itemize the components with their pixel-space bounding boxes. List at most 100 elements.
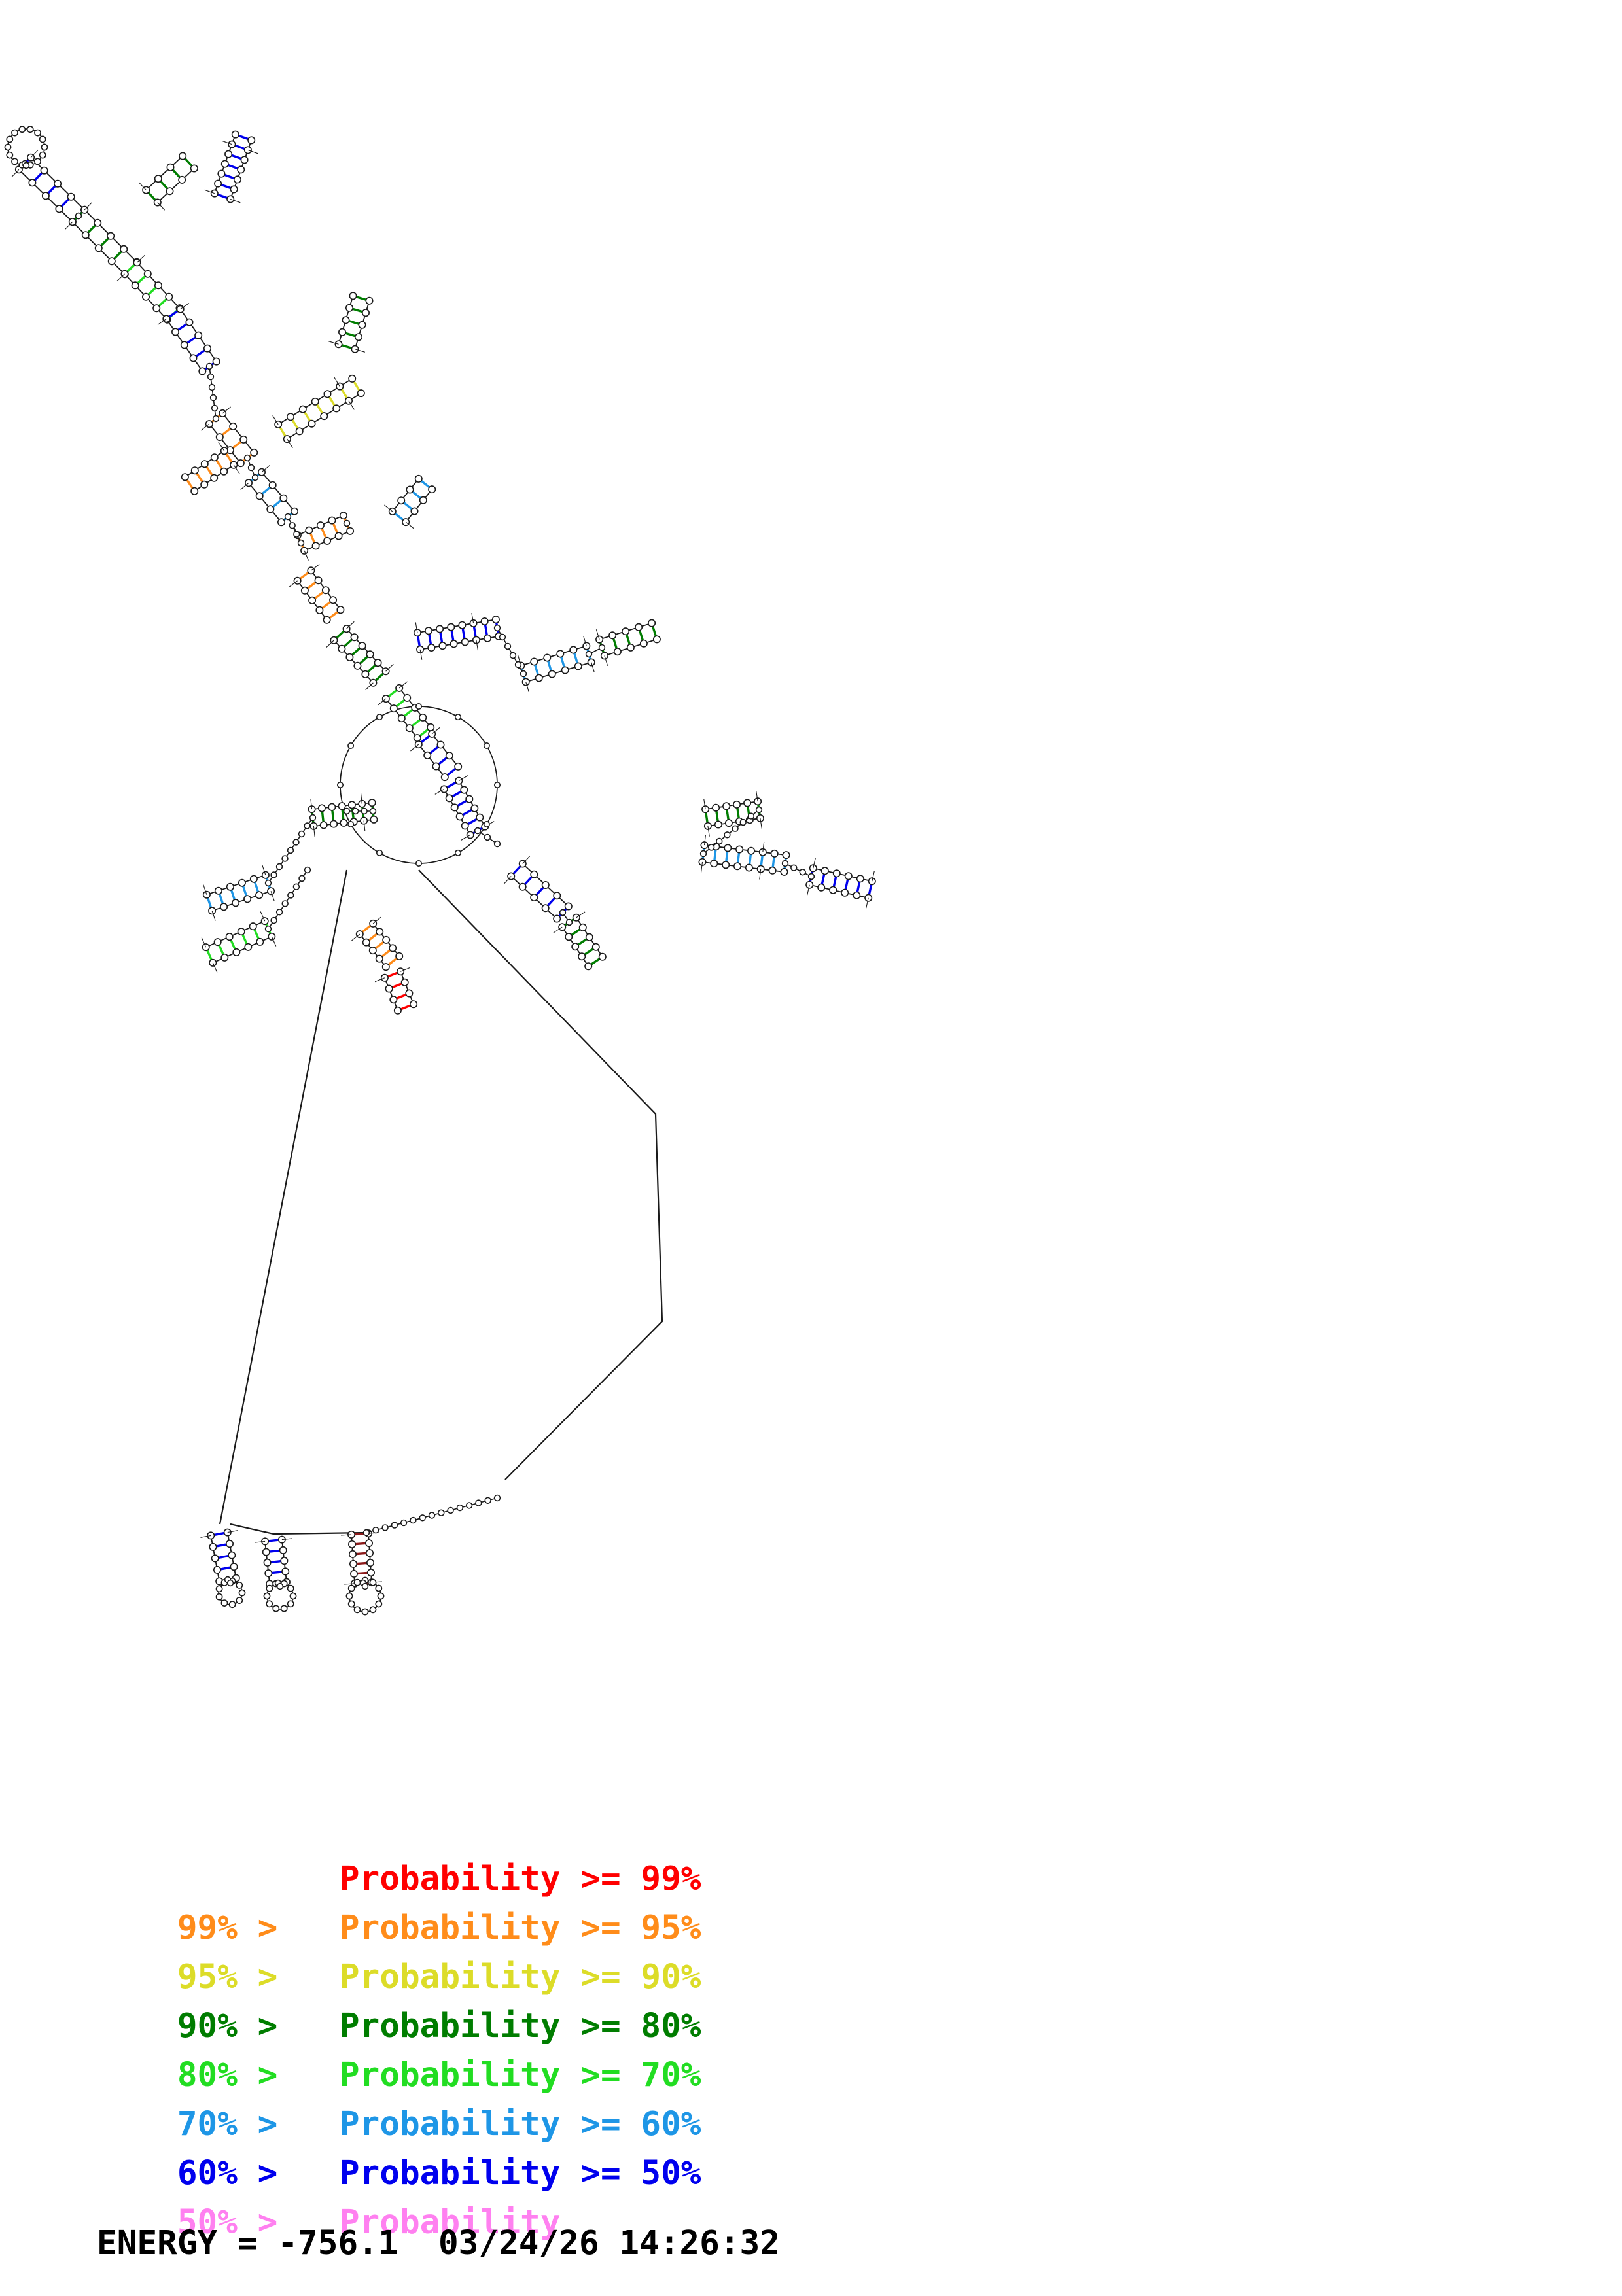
exterior-thread-left xyxy=(219,869,348,1525)
nucleotide-circle xyxy=(297,539,305,547)
nucleotide-circle xyxy=(230,185,238,194)
nucleotide-index-tick xyxy=(270,891,275,901)
nucleotide-circle xyxy=(361,309,370,317)
nucleotide-circle xyxy=(585,650,593,658)
nucleotide-circle xyxy=(300,546,309,555)
legend-body: Probability >= 95% xyxy=(339,1909,701,1947)
legend-body: Probability xyxy=(339,2203,561,2242)
nucleotide-index-tick xyxy=(211,911,216,921)
nucleotide-circle xyxy=(220,953,229,962)
nucleotide-index-tick xyxy=(204,189,215,194)
nucleotide-circle xyxy=(591,943,600,951)
nucleotide-circle xyxy=(354,333,362,341)
nucleotide-circle xyxy=(277,518,285,527)
nucleotide-circle xyxy=(455,812,464,821)
nucleotide-circle xyxy=(11,158,18,165)
nucleotide-circle xyxy=(339,512,347,520)
energy-and-timestamp: ENERGY = -756.1 03/24/26 14:26:32 xyxy=(97,2224,780,2263)
nucleotide-circle xyxy=(376,714,383,721)
nucleotide-circle xyxy=(397,496,406,505)
nucleotide-circle xyxy=(131,281,139,290)
nucleotide-circle xyxy=(735,845,744,854)
nucleotide-circle xyxy=(41,192,50,200)
nucleotide-circle xyxy=(440,773,449,782)
nucleotide-circle xyxy=(553,914,561,923)
nucleotide-circle xyxy=(350,633,359,642)
rna-structure-plot xyxy=(4,126,876,1616)
nucleotide-circle xyxy=(107,257,116,266)
legend-body: Probability >= 70% xyxy=(339,2056,701,2095)
nucleotide-circle xyxy=(247,136,256,145)
nucleotide-circle xyxy=(569,646,578,654)
nucleotide-index-tick xyxy=(703,835,707,846)
nucleotide-circle xyxy=(358,321,366,329)
nucleotide-index-tick xyxy=(328,341,339,345)
legend-body: Probability >= 90% xyxy=(339,1958,701,1996)
nucleotide-circle xyxy=(281,900,289,907)
nucleotide-circle xyxy=(281,855,289,862)
nucleotide-circle xyxy=(243,454,251,462)
nucleotide-circle xyxy=(270,871,277,878)
single-strand-link xyxy=(785,863,812,877)
nucleotide-circle xyxy=(391,1522,398,1529)
nucleotide-circle xyxy=(374,659,382,667)
nucleotide-circle xyxy=(530,657,538,666)
nucleotide-circle xyxy=(358,642,366,650)
nucleotide-index-tick xyxy=(525,682,529,692)
nucleotide-index-tick xyxy=(703,799,706,810)
nucleotide-circle xyxy=(300,586,309,595)
nucleotide-circle xyxy=(366,1559,374,1567)
nucleotide-circle xyxy=(438,642,447,650)
nucleotide-circle xyxy=(424,627,432,635)
nucleotide-index-tick xyxy=(419,649,423,660)
nucleotide-circle xyxy=(152,304,161,313)
nucleotide-circle xyxy=(543,653,552,662)
nucleotide-circle xyxy=(264,925,272,933)
nucleotide-circle xyxy=(450,640,458,648)
nucleotide-circle xyxy=(454,714,461,721)
nucleotide-index-tick xyxy=(503,876,512,884)
nucleotide-circle xyxy=(307,566,315,575)
nucleotide-circle xyxy=(707,844,715,851)
nucleotide-circle xyxy=(231,130,239,139)
nucleotide-circle xyxy=(732,825,739,832)
nucleotide-circle xyxy=(67,192,75,201)
nucleotide-circle xyxy=(445,752,453,760)
nucleotide-circle xyxy=(243,146,252,154)
nucleotide-circle xyxy=(491,616,500,624)
nucleotide-circle xyxy=(366,650,374,659)
nucleotide-index-tick xyxy=(304,550,309,561)
nucleotide-circle xyxy=(445,794,453,803)
nucleotide-circle xyxy=(780,867,788,876)
nucleotide-circle xyxy=(171,328,179,336)
nucleotide-circle xyxy=(406,485,414,494)
nucleotide-circle xyxy=(841,888,849,897)
nucleotide-circle xyxy=(39,151,46,159)
nucleotide-index-tick xyxy=(760,818,762,829)
nucleotide-circle xyxy=(520,670,527,678)
nucleotide-circle xyxy=(189,354,198,362)
nucleotide-circle xyxy=(81,231,90,239)
nucleotide-circle xyxy=(635,623,643,631)
nucleotide-circle xyxy=(454,849,461,856)
nucleotide-circle xyxy=(34,129,41,137)
nucleotide-index-tick xyxy=(240,482,249,491)
nucleotide-circle xyxy=(120,245,128,253)
nucleotide-circle xyxy=(211,1554,219,1563)
nucleotide-circle xyxy=(410,1516,417,1524)
nucleotide-circle xyxy=(287,1584,294,1592)
nucleotide-circle xyxy=(284,513,292,521)
nucleotide-circle xyxy=(743,799,752,807)
nucleotide-circle xyxy=(369,1578,377,1586)
nucleotide-circle xyxy=(400,1519,408,1527)
nucleotide-circle xyxy=(210,474,219,482)
nucleotide-circle xyxy=(11,129,18,137)
nucleotide-circle xyxy=(224,150,233,158)
nucleotide-index-tick xyxy=(260,911,266,922)
nucleotide-index-tick xyxy=(522,856,531,864)
nucleotide-circle xyxy=(385,984,393,993)
nucleotide-circle xyxy=(292,839,300,846)
nucleotide-index-tick xyxy=(157,318,167,325)
nucleotide-circle xyxy=(415,703,422,710)
nucleotide-index-tick xyxy=(289,580,298,587)
